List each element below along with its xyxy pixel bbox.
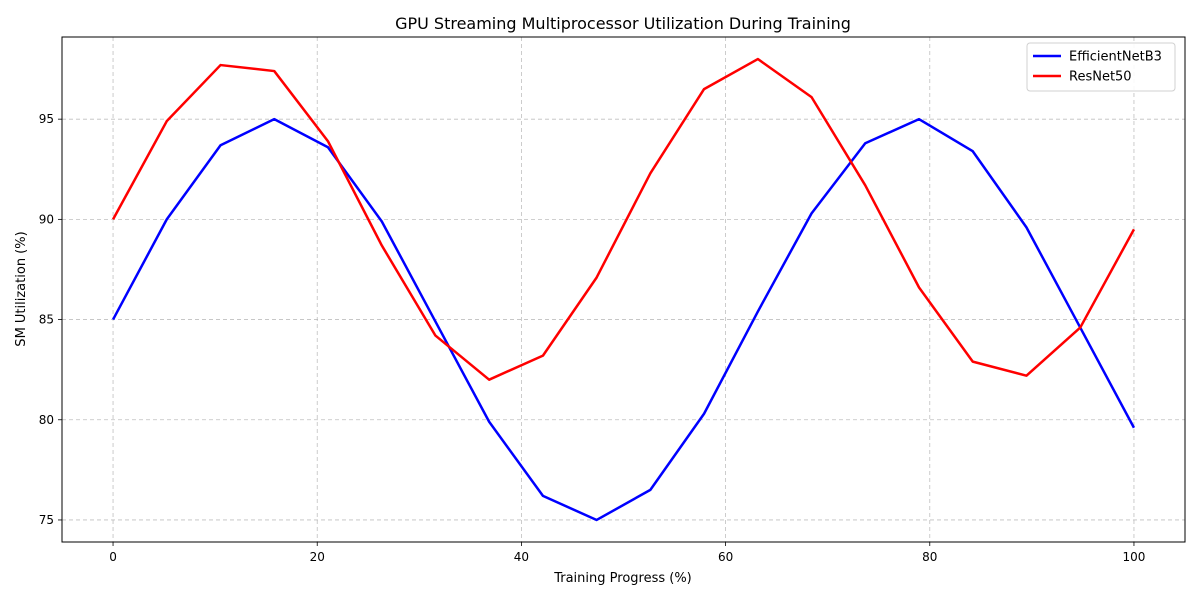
y-tick-label: 80 bbox=[39, 413, 54, 427]
y-tick-label: 75 bbox=[39, 513, 54, 527]
grid bbox=[62, 37, 1185, 542]
legend-box bbox=[1026, 42, 1176, 92]
x-tick-label: 100 bbox=[1123, 550, 1146, 564]
series-line-efficientnetb3 bbox=[111, 117, 1136, 522]
x-tick-label: 20 bbox=[310, 550, 325, 564]
series-line-resnet50 bbox=[111, 57, 1136, 381]
series-lines bbox=[111, 57, 1136, 522]
chart-title: GPU Streaming Multiprocessor Utilization… bbox=[395, 14, 851, 33]
plot-frame bbox=[61, 36, 1186, 543]
legend: EfficientNetB3 ResNet50 bbox=[1026, 42, 1176, 92]
y-axis-label: SM Utilization (%) bbox=[14, 231, 29, 346]
y-tick-label: 95 bbox=[39, 112, 54, 126]
x-axis-label: Training Progress (%) bbox=[553, 571, 692, 586]
x-tick-label: 40 bbox=[514, 550, 529, 564]
x-tick-label: 60 bbox=[718, 550, 733, 564]
legend-label: EfficientNetB3 bbox=[1069, 50, 1162, 65]
axis-ticks: 0 20 40 60 80 100 75 80 85 90 95 bbox=[39, 112, 1146, 564]
legend-label: ResNet50 bbox=[1069, 70, 1132, 85]
y-tick-label: 85 bbox=[39, 313, 54, 327]
y-tick-label: 90 bbox=[39, 212, 54, 226]
x-tick-label: 0 bbox=[109, 550, 117, 564]
x-tick-label: 80 bbox=[922, 550, 937, 564]
